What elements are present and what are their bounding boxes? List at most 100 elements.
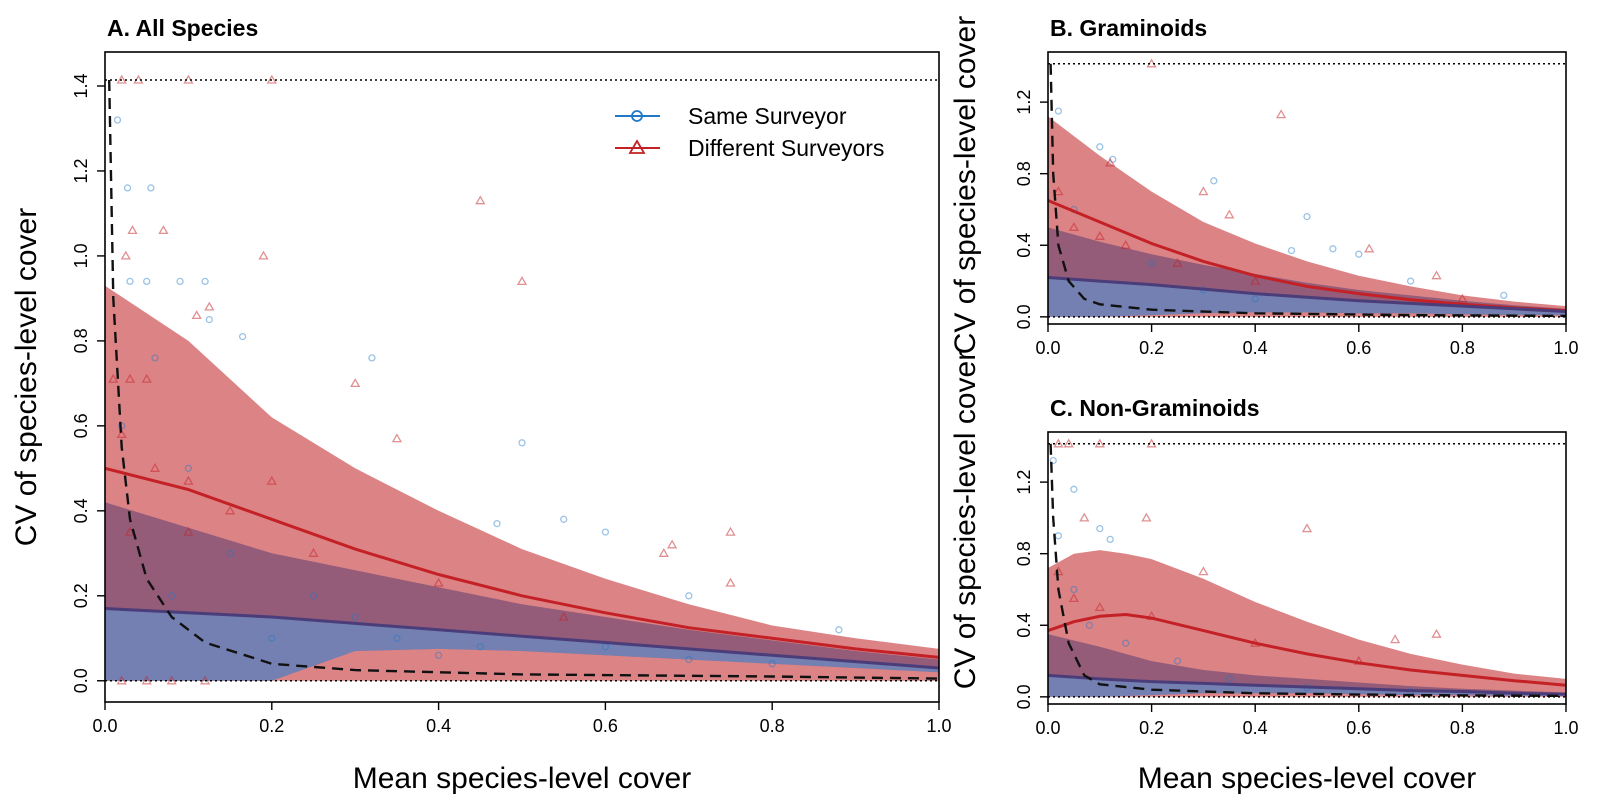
point-same (1096, 524, 1104, 533)
x-tick-label: 1.0 (1553, 718, 1578, 738)
x-tick-label: 0.2 (259, 716, 284, 736)
x-tick-label: 0.0 (1035, 338, 1060, 358)
panel-a-diff-mean-line (105, 466, 939, 659)
point-same (768, 660, 776, 668)
x-tick-label: 0.0 (92, 716, 117, 736)
legend: Same Surveyor Different Surveyors (615, 103, 884, 161)
y-tick-label: 0.0 (1014, 304, 1034, 329)
panel-b-same-mean-line (1048, 276, 1566, 313)
y-tick-label: 0.6 (71, 413, 91, 438)
x-tick-label: 0.2 (1139, 338, 1164, 358)
point-diff (108, 373, 119, 383)
point-same (1251, 295, 1259, 303)
point-diff (124, 526, 136, 536)
point-diff (166, 675, 177, 685)
point-diff (1063, 438, 1074, 448)
panel-b-dashed-curve (1049, 63, 1566, 318)
point-same (493, 519, 501, 528)
point-same (835, 626, 843, 634)
point-same (518, 439, 526, 447)
legend-diff-marker (628, 139, 646, 154)
point-diff (149, 462, 161, 472)
panel-c-ticks: 0.0 0.2 0.4 0.6 0.8 1.0 0.0 0.4 0.8 1.2 (1014, 470, 1579, 738)
point-same (1500, 291, 1508, 300)
panel-c-diff-mean-line (1048, 612, 1566, 687)
panel-c-plot (1048, 438, 1566, 698)
point-same (1049, 456, 1057, 465)
point-same (238, 332, 247, 341)
point-same (147, 184, 155, 192)
panel-a-frame (104, 51, 940, 703)
point-diff (258, 250, 269, 260)
point-diff (1431, 628, 1442, 638)
point-same (1225, 675, 1233, 683)
point-same (351, 613, 359, 621)
panel-b-ylabel: CV of species-level cover (949, 16, 982, 354)
point-diff (1068, 222, 1080, 232)
point-same (1106, 535, 1114, 544)
x-tick-label: 0.8 (1450, 718, 1475, 738)
panel-c-title: C. Non-Graminoids (1050, 395, 1260, 421)
y-tick-label: 0.8 (1014, 161, 1034, 186)
y-tick-label: 1.0 (71, 243, 91, 268)
point-diff (1389, 634, 1401, 644)
point-diff (1198, 566, 1209, 576)
point-diff (1275, 109, 1287, 119)
panel-a-dashed-curve (108, 79, 939, 680)
y-tick-label: 0.0 (1014, 684, 1034, 709)
y-tick-label: 1.4 (71, 73, 91, 98)
y-tick-label: 0.4 (71, 498, 91, 523)
point-same (1054, 532, 1063, 540)
panel-a-same-lower-band (105, 608, 939, 681)
panel-b-ticks: 0.0 0.2 0.4 0.6 0.8 1.0 0.0 0.4 0.8 1.2 (1014, 90, 1579, 358)
panel-a-same-mean-line (105, 607, 939, 670)
point-diff (1053, 438, 1064, 448)
panel-a: A. All Species 0.0 0.2 0.4 0.6 0.8 1.00.00.20… (10, 15, 952, 795)
panel-a-plot (105, 74, 939, 685)
point-same (393, 634, 401, 642)
y-tick-label: 0.4 (1014, 233, 1034, 258)
point-diff (1457, 293, 1468, 303)
panel-c: C. Non-Graminoids 0.0 0.2 0.4 0.6 0.8 1.00.00… (949, 351, 1579, 795)
point-diff (116, 74, 127, 84)
point-diff (204, 301, 215, 311)
point-diff (1364, 243, 1375, 253)
panel-b-frame (1047, 51, 1567, 325)
point-same (205, 315, 213, 324)
point-diff (1224, 209, 1235, 219)
x-tick-label: 0.2 (1139, 718, 1164, 738)
point-diff (475, 195, 486, 205)
point-diff (124, 373, 136, 383)
x-tick-label: 0.6 (1346, 718, 1371, 738)
point-diff (725, 526, 736, 536)
panel-b-plot (1048, 58, 1566, 318)
point-diff (725, 577, 736, 587)
panel-c-frame (1047, 431, 1567, 705)
point-same (1210, 177, 1218, 185)
x-tick-label: 1.0 (926, 716, 951, 736)
point-same (434, 651, 443, 659)
legend-diff-label: Different Surveyors (688, 135, 884, 161)
panel-a-ticks: 0.0 0.2 0.4 0.6 0.8 1.0 0.0 0.2 0.4 0.6 0.8 1.0 1.2 1… (71, 73, 952, 736)
point-same (1147, 259, 1156, 267)
point-same (1355, 250, 1363, 258)
x-tick-label: 0.6 (593, 716, 618, 736)
y-tick-label: 0.8 (1014, 541, 1034, 566)
point-diff (1250, 275, 1261, 285)
point-same (1287, 246, 1296, 255)
point-diff (1094, 230, 1105, 240)
point-same (1303, 212, 1311, 221)
y-tick-label: 1.2 (1014, 470, 1034, 495)
point-same (685, 592, 693, 600)
point-diff (1141, 512, 1152, 522)
y-tick-label: 0.8 (71, 328, 91, 353)
y-tick-label: 0.0 (71, 668, 91, 693)
point-same (143, 277, 151, 286)
point-diff (266, 475, 277, 485)
y-tick-label: 0.4 (1014, 613, 1034, 638)
point-same (368, 354, 376, 362)
point-same (1070, 485, 1078, 493)
point-same (126, 277, 134, 286)
point-diff (658, 547, 669, 557)
